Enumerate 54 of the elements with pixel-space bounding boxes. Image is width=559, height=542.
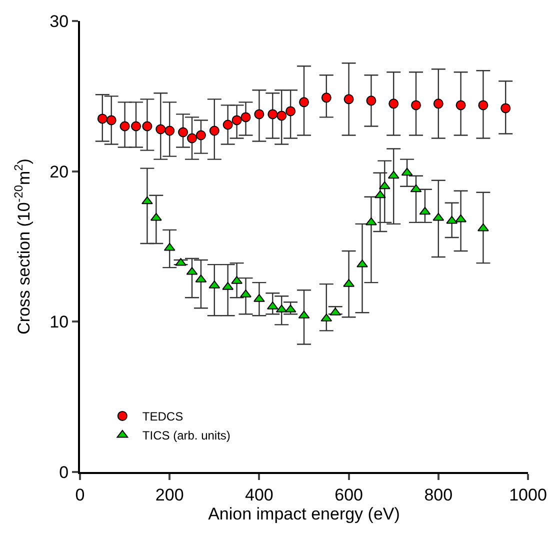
point bbox=[478, 223, 489, 232]
x-tick-label: 400 bbox=[245, 485, 274, 504]
point bbox=[276, 110, 287, 121]
x-axis-title: Anion impact energy (eV) bbox=[208, 504, 400, 524]
point bbox=[254, 109, 264, 120]
point bbox=[478, 100, 488, 110]
point bbox=[178, 127, 188, 138]
y-tick-label: 0 bbox=[59, 462, 69, 482]
point bbox=[240, 112, 251, 122]
point bbox=[131, 121, 141, 132]
legend-label: TEDCS bbox=[142, 410, 184, 424]
point bbox=[446, 216, 458, 224]
point bbox=[232, 115, 242, 126]
point bbox=[97, 114, 108, 124]
point bbox=[344, 94, 354, 104]
point bbox=[432, 212, 444, 221]
x-tick-label: 600 bbox=[334, 485, 363, 504]
point bbox=[156, 124, 166, 134]
point bbox=[142, 121, 152, 132]
point bbox=[500, 103, 511, 114]
point bbox=[419, 206, 431, 215]
point bbox=[268, 109, 278, 120]
point bbox=[164, 126, 175, 136]
y-tick-label: 20 bbox=[50, 162, 69, 182]
point bbox=[455, 214, 466, 222]
x-tick-label: 800 bbox=[424, 485, 453, 504]
point bbox=[142, 196, 153, 204]
point bbox=[366, 96, 376, 106]
point bbox=[120, 121, 130, 132]
point bbox=[150, 212, 162, 221]
legend-label: TICS (arb. units) bbox=[142, 428, 230, 443]
point bbox=[388, 98, 399, 109]
y-tick-label: 10 bbox=[50, 312, 69, 332]
x-tick-label: 0 bbox=[75, 485, 85, 504]
point bbox=[286, 106, 296, 116]
point bbox=[299, 97, 309, 108]
point bbox=[222, 120, 233, 130]
point bbox=[411, 100, 421, 110]
x-tick-label: 1000 bbox=[509, 485, 547, 504]
point bbox=[456, 100, 466, 110]
point bbox=[209, 126, 220, 136]
point bbox=[366, 217, 377, 226]
x-tick-label: 200 bbox=[155, 485, 184, 504]
point bbox=[388, 170, 400, 179]
point bbox=[378, 181, 390, 190]
point bbox=[410, 184, 422, 192]
y-tick-label: 30 bbox=[50, 12, 69, 31]
point bbox=[433, 98, 444, 109]
point bbox=[374, 190, 386, 198]
point bbox=[196, 130, 206, 140]
point bbox=[321, 92, 332, 103]
point bbox=[106, 115, 116, 126]
point bbox=[401, 168, 413, 176]
point bbox=[187, 133, 197, 144]
